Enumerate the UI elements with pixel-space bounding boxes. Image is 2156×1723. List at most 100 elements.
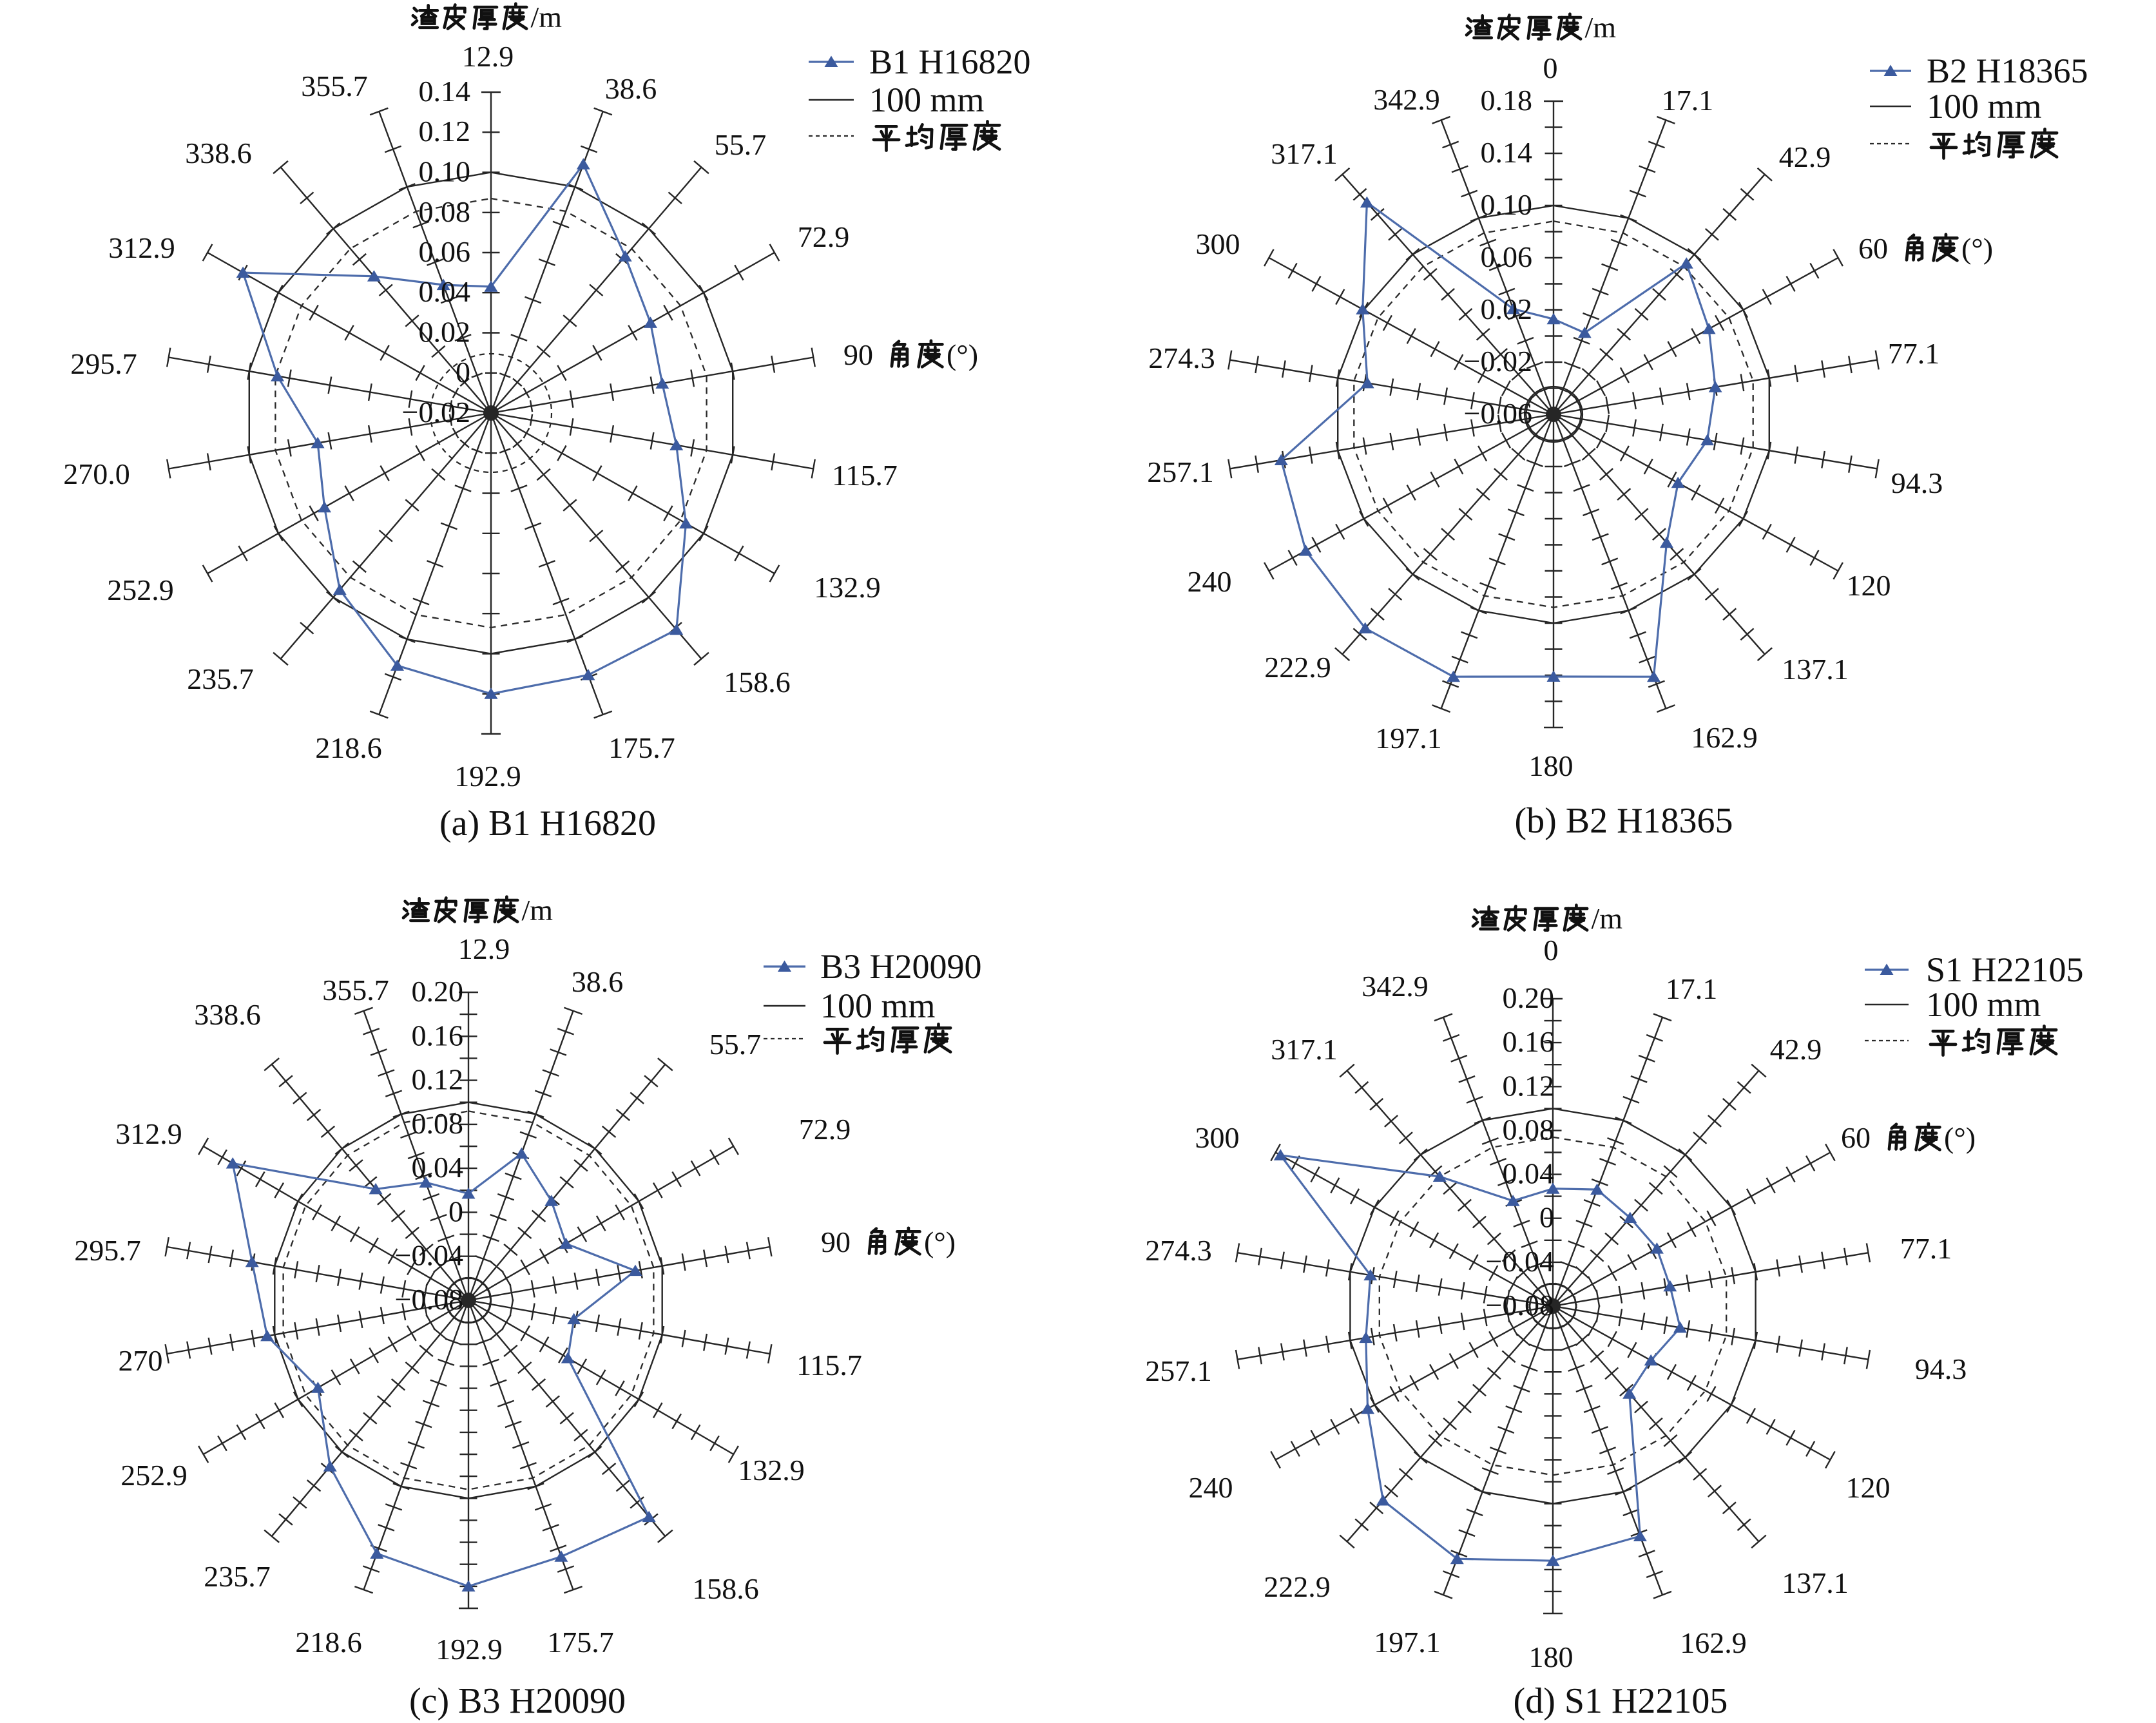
svg-text:0.02: 0.02 [1481, 293, 1533, 325]
svg-text:175.7: 175.7 [608, 731, 675, 764]
svg-text:137.1: 137.1 [1782, 653, 1849, 686]
svg-text:0.04: 0.04 [419, 275, 471, 308]
svg-text:270.0: 270.0 [63, 457, 130, 490]
svg-text:115.7: 115.7 [832, 459, 898, 492]
svg-text:317.1: 317.1 [1271, 137, 1338, 170]
svg-text:274.3: 274.3 [1145, 1234, 1212, 1267]
svg-text:158.6: 158.6 [724, 666, 791, 698]
svg-text:17.1: 17.1 [1666, 972, 1718, 1005]
svg-text:0: 0 [456, 356, 470, 389]
svg-text:(c) B3 H20090: (c) B3 H20090 [409, 1681, 626, 1721]
svg-text:270: 270 [119, 1344, 163, 1377]
svg-text:252.9: 252.9 [107, 573, 174, 606]
svg-text:0.08: 0.08 [1503, 1113, 1555, 1146]
svg-text:137.1: 137.1 [1782, 1566, 1849, 1599]
svg-text:295.7: 295.7 [74, 1234, 141, 1267]
svg-text:B1 H16820: B1 H16820 [869, 43, 1031, 81]
svg-text:0.18: 0.18 [1481, 84, 1533, 117]
svg-text:90: 90 [821, 1226, 851, 1258]
svg-text:77.1: 77.1 [1900, 1232, 1952, 1265]
svg-text:/m: /m [1592, 902, 1623, 935]
svg-text:B2 H18365: B2 H18365 [1927, 52, 2088, 90]
svg-text:355.7: 355.7 [322, 974, 389, 1006]
svg-text:218.6: 218.6 [315, 731, 382, 764]
svg-text:240: 240 [1188, 565, 1232, 598]
svg-text:0.20: 0.20 [412, 975, 464, 1008]
svg-text:300: 300 [1196, 227, 1240, 260]
svg-text:(°): (°) [1961, 232, 1993, 265]
svg-text:72.9: 72.9 [798, 220, 850, 253]
svg-text:94.3: 94.3 [1891, 467, 1943, 499]
svg-text:120: 120 [1847, 569, 1891, 602]
svg-text:−0.02: −0.02 [402, 396, 470, 428]
svg-text:0.06: 0.06 [419, 235, 471, 268]
svg-text:180: 180 [1529, 749, 1574, 782]
svg-text:0.06: 0.06 [1481, 240, 1533, 273]
svg-text:240: 240 [1189, 1471, 1233, 1504]
svg-text:192.9: 192.9 [436, 1633, 503, 1666]
svg-text:317.1: 317.1 [1271, 1033, 1338, 1066]
svg-text:0.02: 0.02 [419, 316, 471, 349]
svg-text:162.9: 162.9 [1691, 721, 1758, 754]
svg-text:(d) S1 H22105: (d) S1 H22105 [1514, 1681, 1728, 1721]
svg-text:0.12: 0.12 [1503, 1069, 1555, 1102]
svg-text:218.6: 218.6 [295, 1626, 362, 1659]
svg-text:0.08: 0.08 [419, 195, 471, 228]
svg-text:0.12: 0.12 [412, 1063, 464, 1096]
svg-text:(°): (°) [924, 1226, 956, 1258]
svg-text:222.9: 222.9 [1264, 1570, 1331, 1603]
svg-text:(°): (°) [1944, 1121, 1976, 1154]
svg-text:0.16: 0.16 [412, 1019, 464, 1052]
svg-text:12.9: 12.9 [458, 932, 510, 965]
svg-text:0.14: 0.14 [1481, 136, 1533, 169]
svg-text:197.1: 197.1 [1375, 722, 1442, 755]
svg-text:257.1: 257.1 [1147, 456, 1214, 488]
svg-text:38.6: 38.6 [605, 72, 657, 105]
svg-text:60: 60 [1858, 232, 1888, 265]
svg-text:295.7: 295.7 [70, 347, 137, 380]
svg-text:42.9: 42.9 [1779, 140, 1831, 173]
svg-text:100 mm: 100 mm [1927, 87, 2042, 126]
svg-text:192.9: 192.9 [454, 760, 521, 793]
svg-text:−0.02: −0.02 [1464, 345, 1532, 378]
svg-text:274.3: 274.3 [1148, 342, 1215, 374]
svg-text:38.6: 38.6 [572, 965, 624, 998]
svg-text:(°): (°) [947, 338, 978, 371]
svg-text:342.9: 342.9 [1373, 83, 1440, 116]
svg-text:B3 H20090: B3 H20090 [820, 947, 982, 986]
svg-text:312.9: 312.9 [108, 231, 175, 264]
svg-text:90: 90 [843, 338, 873, 371]
svg-text:338.6: 338.6 [194, 998, 261, 1031]
svg-text:0: 0 [1543, 52, 1558, 84]
svg-text:120: 120 [1846, 1471, 1891, 1504]
svg-text:0.04: 0.04 [412, 1151, 464, 1184]
svg-text:115.7: 115.7 [796, 1349, 862, 1381]
svg-text:180: 180 [1529, 1641, 1574, 1673]
svg-text:(b) B2 H18365: (b) B2 H18365 [1514, 801, 1733, 841]
svg-text:355.7: 355.7 [301, 70, 368, 102]
svg-text:312.9: 312.9 [115, 1117, 182, 1150]
svg-text:132.9: 132.9 [814, 571, 881, 604]
svg-text:(a) B1 H16820: (a) B1 H16820 [439, 804, 656, 843]
svg-text:60: 60 [1841, 1121, 1871, 1154]
svg-text:235.7: 235.7 [204, 1560, 271, 1593]
svg-text:235.7: 235.7 [187, 662, 254, 695]
svg-text:72.9: 72.9 [799, 1113, 851, 1146]
svg-text:162.9: 162.9 [1680, 1626, 1747, 1659]
svg-text:252.9: 252.9 [120, 1459, 188, 1492]
svg-text:338.6: 338.6 [185, 137, 252, 169]
svg-text:0.12: 0.12 [419, 115, 471, 148]
svg-text:257.1: 257.1 [1145, 1354, 1212, 1387]
svg-text:175.7: 175.7 [547, 1626, 614, 1659]
svg-text:342.9: 342.9 [1362, 970, 1429, 1003]
svg-text:94.3: 94.3 [1915, 1352, 1967, 1385]
svg-text:17.1: 17.1 [1662, 84, 1714, 117]
svg-text:−0.04: −0.04 [1486, 1245, 1554, 1278]
svg-text:−0.08: −0.08 [1486, 1289, 1554, 1322]
svg-text:0.08: 0.08 [412, 1107, 464, 1140]
svg-text:/m: /m [1585, 11, 1617, 44]
svg-text:100 mm: 100 mm [820, 987, 936, 1025]
svg-text:158.6: 158.6 [692, 1572, 759, 1605]
svg-text:12.9: 12.9 [462, 40, 514, 73]
svg-text:0: 0 [1544, 934, 1559, 967]
